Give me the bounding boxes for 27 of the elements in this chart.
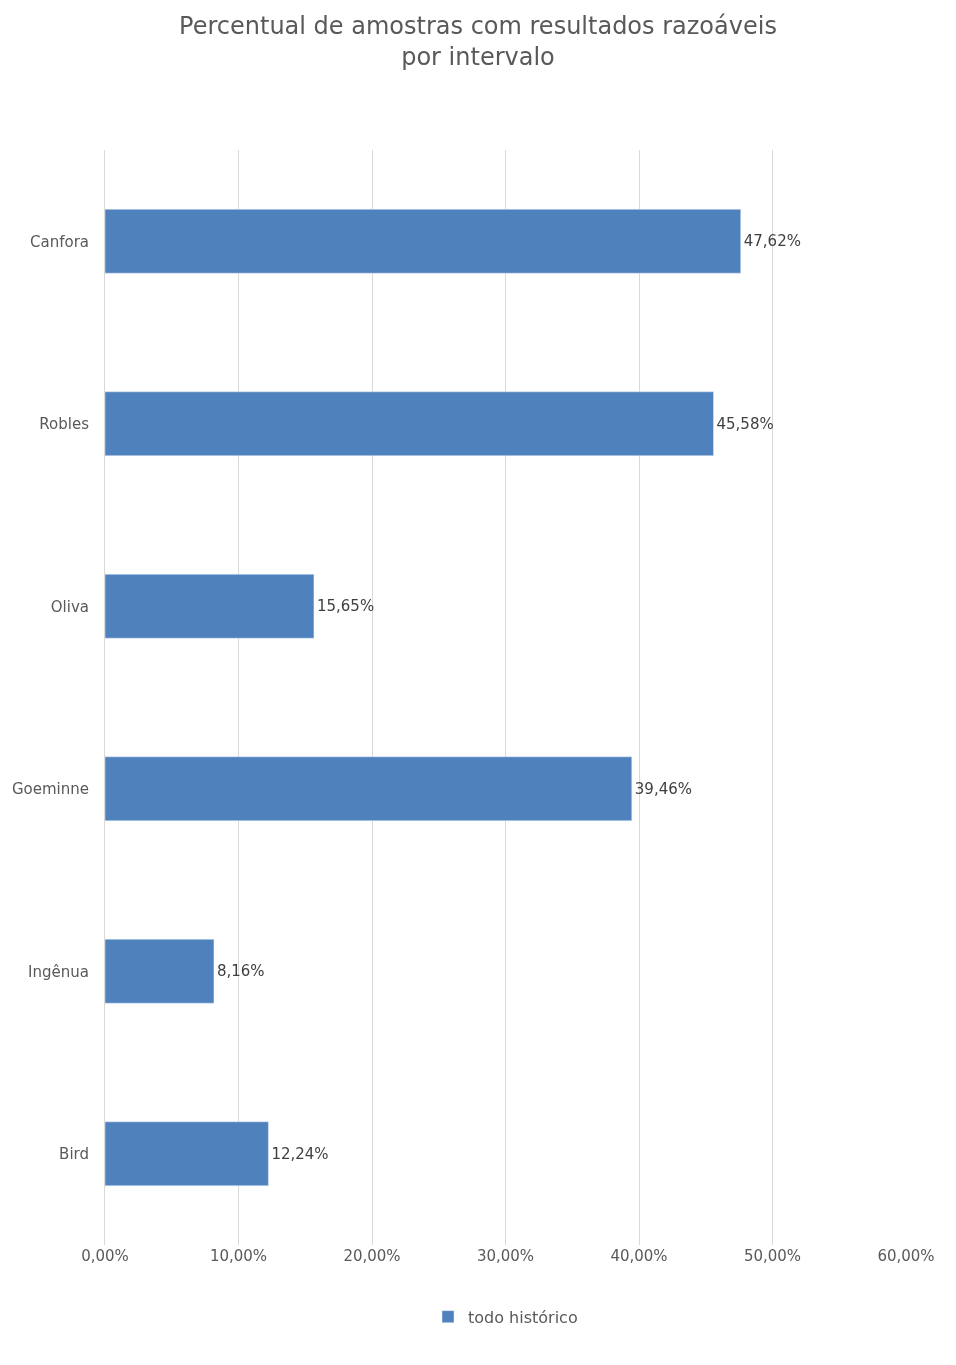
bar [105, 391, 714, 456]
data-label: 45,58% [716, 414, 774, 433]
data-label: 12,24% [271, 1144, 329, 1163]
chart-title: Percentual de amostras com resultados razoáveis por intervalo [179, 12, 777, 72]
bar [105, 574, 315, 639]
bar [105, 939, 215, 1004]
data-label: 15,65% [316, 597, 375, 616]
data-label: 39,46% [634, 779, 692, 798]
data-label: 8,16% [216, 962, 265, 981]
bar [105, 756, 633, 821]
legend-label: todo histórico [468, 1307, 578, 1327]
y-tick-label: Goeminne [11, 780, 89, 798]
y-tick-label: Bird [59, 1145, 89, 1163]
y-tick-label: Ingênua [28, 962, 89, 981]
x-tick-label: 10,00% [209, 1247, 268, 1265]
x-tick-label: 20,00% [343, 1247, 401, 1265]
bar [105, 1121, 269, 1186]
y-tick-label: Oliva [50, 597, 89, 616]
y-tick-label: Robles [39, 415, 90, 433]
data-label: 47,62% [743, 232, 801, 251]
x-tick-label: 50,00% [743, 1247, 802, 1265]
x-tick-label: 60,00% [877, 1247, 935, 1265]
x-tick-label: 30,00% [476, 1247, 535, 1265]
bar [105, 209, 741, 274]
x-tick-label: 0,00% [81, 1247, 129, 1265]
y-tick-label: Canfora [30, 232, 89, 251]
x-tick-label: 40,00% [610, 1247, 668, 1265]
